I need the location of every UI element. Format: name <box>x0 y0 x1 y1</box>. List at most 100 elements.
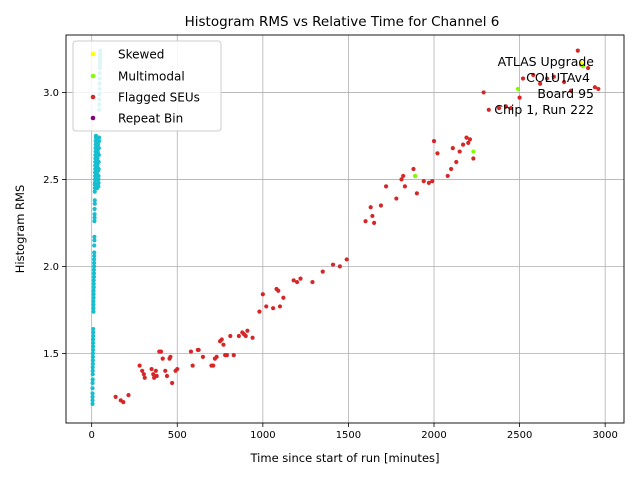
data-point <box>90 398 95 403</box>
data-point <box>91 278 96 283</box>
data-point <box>92 234 97 239</box>
data-point <box>96 152 101 158</box>
data-point <box>90 372 95 377</box>
data-point <box>126 393 131 398</box>
data-point <box>401 173 406 179</box>
y-tick-label: 3.0 <box>43 88 59 99</box>
data-point <box>91 306 96 311</box>
x-tick-label: 3000 <box>592 430 617 441</box>
data-point <box>435 151 440 156</box>
data-point <box>538 81 543 86</box>
data-point <box>228 333 233 339</box>
data-point <box>96 177 101 182</box>
data-point <box>520 76 526 81</box>
data-point <box>96 166 101 172</box>
data-point <box>281 295 286 300</box>
series-3 <box>579 60 584 65</box>
data-point <box>90 368 95 373</box>
data-point <box>92 219 97 224</box>
data-point <box>414 191 419 196</box>
data-point <box>95 163 100 168</box>
data-point <box>90 401 95 406</box>
data-point <box>245 328 250 333</box>
data-point <box>320 269 325 274</box>
data-point <box>91 285 96 290</box>
data-point <box>370 213 375 219</box>
data-point <box>90 391 95 396</box>
data-point <box>298 276 303 281</box>
x-tick-label: 1000 <box>250 430 275 441</box>
data-point <box>96 145 101 151</box>
data-point <box>91 260 97 266</box>
data-point <box>471 156 476 161</box>
data-point <box>592 85 598 90</box>
data-point <box>568 88 574 93</box>
data-point <box>196 347 201 353</box>
legend-marker-repeat-bin <box>90 115 96 121</box>
data-point <box>91 281 96 286</box>
data-point <box>90 351 95 356</box>
data-point <box>149 366 154 372</box>
data-point <box>90 358 95 363</box>
data-point <box>90 347 96 353</box>
data-point <box>90 361 95 366</box>
data-point <box>264 304 269 309</box>
data-point <box>421 179 426 184</box>
y-tick-label: 2.0 <box>43 262 59 273</box>
data-point <box>91 302 96 307</box>
data-point <box>188 349 194 354</box>
y-tick-label: 1.5 <box>43 349 59 360</box>
data-point <box>413 173 418 179</box>
data-point <box>544 76 550 81</box>
data-point <box>372 220 377 226</box>
data-point <box>224 353 229 358</box>
data-point <box>464 135 469 140</box>
data-point <box>445 173 450 179</box>
data-point <box>164 373 170 379</box>
data-point <box>561 79 567 85</box>
data-point <box>154 373 159 379</box>
data-point <box>214 354 219 359</box>
x-tick-label: 2500 <box>507 430 532 441</box>
annotation-line-2: COLUTAv4 <box>526 70 590 85</box>
data-point <box>277 304 283 309</box>
data-point <box>461 142 466 147</box>
data-point <box>92 198 97 203</box>
data-point <box>140 368 145 373</box>
data-point <box>168 354 173 359</box>
data-point <box>90 380 95 386</box>
data-point <box>378 203 384 208</box>
data-point <box>137 363 142 368</box>
data-point <box>466 140 471 145</box>
data-point <box>91 288 96 293</box>
plot-frame <box>65 34 625 424</box>
data-point <box>257 309 262 314</box>
data-point <box>310 279 315 285</box>
data-point <box>394 196 399 201</box>
legend-box <box>72 40 222 132</box>
data-point <box>91 264 97 269</box>
data-point <box>141 372 146 377</box>
annotation-line-1: ATLAS Upgrade <box>498 54 595 69</box>
annotation-line-4: Chip 1, Run 222 <box>494 102 594 117</box>
data-point <box>575 48 580 53</box>
data-point <box>163 368 168 373</box>
data-point <box>92 215 97 220</box>
data-point <box>96 180 101 185</box>
annotation-line-3: Board 95 <box>537 86 594 101</box>
data-point <box>231 353 236 358</box>
data-point <box>481 90 486 95</box>
legend-label-flagged-seus: Flagged SEUs <box>118 91 200 105</box>
data-point <box>142 375 147 380</box>
data-point <box>236 333 241 339</box>
data-point <box>91 295 96 300</box>
x-tick-label: 500 <box>168 430 187 441</box>
legend-label-multimodal: Multimodal <box>118 70 185 84</box>
data-point <box>92 238 97 243</box>
x-tick-label: 2000 <box>421 430 446 441</box>
data-point <box>92 201 97 206</box>
data-point <box>91 274 96 279</box>
data-point <box>399 177 404 182</box>
data-point <box>368 205 373 210</box>
data-point <box>276 288 281 293</box>
